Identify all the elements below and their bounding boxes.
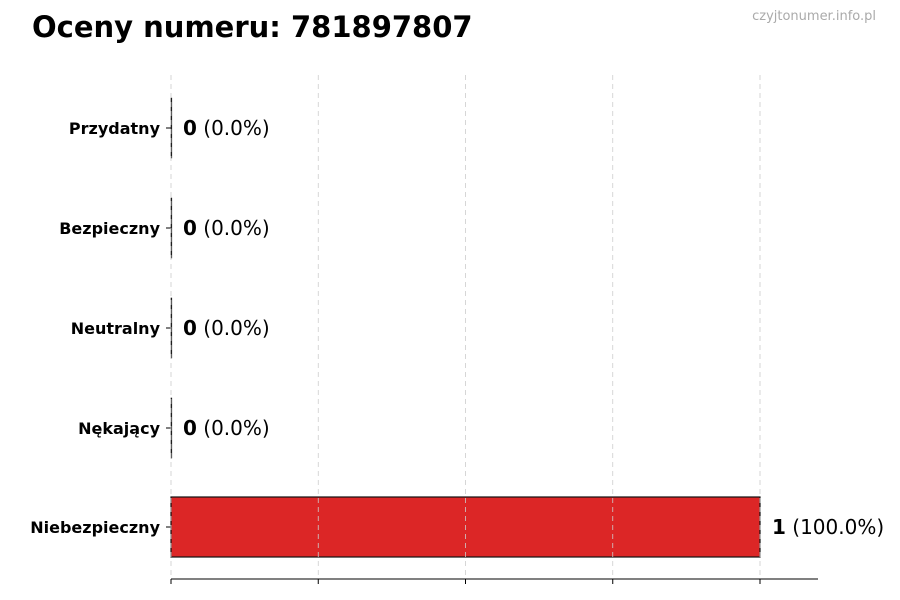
chart-title: Oceny numeru: 781897807 — [32, 10, 473, 44]
y-tick-label: Nękający — [78, 419, 160, 438]
data-label: 0 (0.0%) — [183, 316, 270, 340]
y-tick-label: Neutralny — [71, 319, 161, 338]
y-tick-label: Bezpieczny — [59, 219, 160, 238]
y-tick-label: Niebezpieczny — [30, 518, 160, 537]
data-label: 0 (0.0%) — [183, 116, 270, 140]
data-label: 0 (0.0%) — [183, 216, 270, 240]
watermark: czyjtonumer.info.pl — [752, 9, 876, 24]
data-label: 0 (0.0%) — [183, 416, 270, 440]
data-label: 1 (100.0%) — [772, 515, 884, 539]
y-tick-label: Przydatny — [69, 119, 161, 138]
